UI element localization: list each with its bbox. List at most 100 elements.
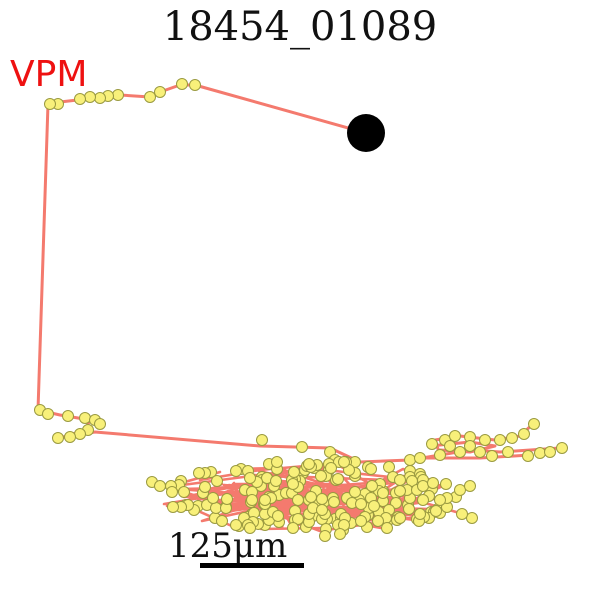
varicosity-node (303, 458, 315, 470)
varicosity-node (52, 432, 64, 444)
varicosity-node (154, 86, 166, 98)
varicosity-node (74, 428, 86, 440)
varicosity-node (292, 494, 304, 506)
varicosity-node (366, 480, 378, 492)
varicosity-node (256, 434, 268, 446)
varicosity-node (325, 462, 337, 474)
varicosity-node (62, 410, 74, 422)
varicosity-node (74, 93, 86, 105)
varicosity-node (94, 418, 106, 430)
varicosity-node (377, 487, 389, 499)
varicosity-node (332, 473, 344, 485)
varicosity-node (315, 470, 327, 482)
varicosity-node (94, 92, 106, 104)
varicosity-node (221, 493, 233, 505)
varicosity-node (287, 522, 299, 534)
varicosity-node (355, 498, 367, 510)
varicosity-node (368, 500, 380, 512)
varicosity-node (464, 440, 476, 452)
varicosity-node (230, 465, 242, 477)
varicosity-node (270, 475, 282, 487)
varicosity-node (528, 418, 540, 430)
varicosity-node (338, 456, 350, 468)
varicosity-node (479, 434, 491, 446)
varicosity-node (259, 494, 271, 506)
varicosity-node (434, 449, 446, 461)
varicosity-node (189, 79, 201, 91)
varicosity-node (486, 450, 498, 462)
scale-bar-label: 125μm (168, 526, 288, 566)
varicosity-node (64, 431, 76, 443)
varicosity-node (199, 481, 211, 493)
varicosity-node (464, 480, 476, 492)
varicosity-node (176, 78, 188, 90)
varicosity-node (417, 480, 429, 492)
varicosity-node (319, 530, 331, 542)
varicosity-node (230, 519, 242, 531)
varicosity-node (474, 446, 486, 458)
varicosity-node (296, 441, 308, 453)
varicosity-node (466, 512, 478, 524)
axon-varicosities (34, 78, 568, 542)
varicosity-node (207, 492, 219, 504)
varicosity-node (193, 467, 205, 479)
varicosity-node (434, 494, 446, 506)
varicosity-node (334, 528, 346, 540)
varicosity-node (390, 497, 402, 509)
varicosity-node (544, 446, 556, 458)
varicosity-node (316, 504, 328, 516)
varicosity-node (112, 89, 124, 101)
varicosity-node (178, 486, 190, 498)
varicosity-node (355, 515, 367, 527)
varicosity-node (417, 494, 429, 506)
varicosity-node (244, 522, 256, 534)
varicosity-node (381, 522, 393, 534)
varicosity-node (534, 447, 546, 459)
varicosity-node (316, 493, 328, 505)
varicosity-node (288, 466, 300, 478)
varicosity-node (394, 485, 406, 497)
varicosity-node (328, 496, 340, 508)
varicosity-node (42, 408, 54, 420)
varicosity-node (427, 477, 439, 489)
varicosity-node (372, 515, 384, 527)
varicosity-node (210, 502, 222, 514)
varicosity-node (287, 478, 299, 490)
varicosity-node (518, 428, 530, 440)
varicosity-node (506, 432, 518, 444)
varicosity-node (456, 508, 468, 520)
varicosity-node (349, 486, 361, 498)
varicosity-node (167, 501, 179, 513)
region-label: VPM (10, 54, 88, 95)
varicosity-node (365, 463, 377, 475)
varicosity-node (454, 446, 466, 458)
varicosity-node (440, 478, 452, 490)
varicosity-node (272, 510, 284, 522)
varicosity-node (305, 491, 317, 503)
varicosity-node (444, 440, 456, 452)
varicosity-node (404, 454, 416, 466)
varicosity-node (430, 505, 442, 517)
varicosity-node (454, 484, 466, 496)
varicosity-node (414, 452, 426, 464)
varicosity-node (154, 480, 166, 492)
varicosity-node (394, 512, 406, 524)
varicosity-node (426, 438, 438, 450)
varicosity-node (144, 91, 156, 103)
varicosity-node (403, 503, 415, 515)
varicosity-node (414, 508, 426, 520)
varicosity-node (216, 515, 228, 527)
varicosity-node (383, 461, 395, 473)
varicosity-node (79, 412, 91, 424)
varicosity-node (166, 486, 178, 498)
varicosity-node (211, 475, 223, 487)
soma (347, 114, 385, 152)
figure-title: 18454_01089 (162, 4, 438, 50)
varicosity-node (449, 430, 461, 442)
varicosity-node (494, 434, 506, 446)
axon-trace (36, 83, 562, 534)
varicosity-node (556, 442, 568, 454)
varicosity-node (502, 446, 514, 458)
